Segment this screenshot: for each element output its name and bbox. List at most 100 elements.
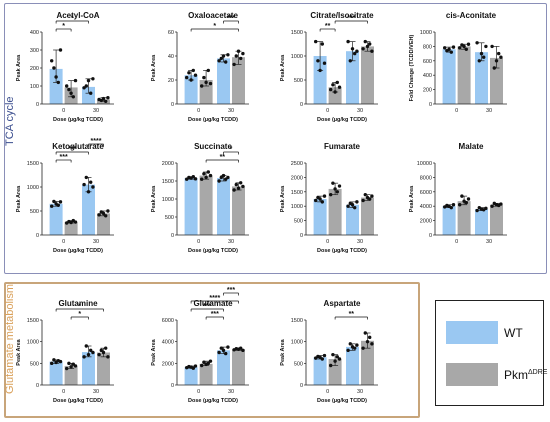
chart-11-bar-wt-0 xyxy=(313,357,327,385)
chart-1-ytick-label-0: 0 xyxy=(36,102,39,108)
chart-2-point-1-0-0 xyxy=(200,84,204,88)
chart-10-point-0-0-3 xyxy=(191,366,195,370)
chart-10-ytick-label-0: 0 xyxy=(171,383,174,389)
chart-10-point-0-1-4 xyxy=(226,345,230,349)
chart-8-point-1-0-1 xyxy=(460,194,464,198)
chart-4-point-1-1-0 xyxy=(490,44,494,49)
chart-7-point-1-0-1 xyxy=(331,181,335,185)
chart-1-point-1-0-0 xyxy=(65,84,69,88)
chart-7-point-0-0-0 xyxy=(314,198,318,203)
chart-7-point-0-1-0 xyxy=(346,204,350,208)
chart-7-bar-wt-0 xyxy=(313,199,327,235)
chart-11-point-1-1-2 xyxy=(365,339,370,344)
chart-4-point-1-1-1 xyxy=(492,66,496,70)
chart-6-point-0-0-3 xyxy=(191,174,195,179)
chart-1-point-0-1-1 xyxy=(84,84,89,88)
chart-11-ytick-label-0: 0 xyxy=(300,383,303,389)
legend-item-wt: WT xyxy=(446,321,523,344)
chart-5-point-1-1-0 xyxy=(97,213,101,217)
chart-2-point-0-1-0 xyxy=(217,59,221,63)
chart-3-point-0-0-2 xyxy=(318,68,322,73)
chart-10-ylabel: Peak Area xyxy=(151,338,157,365)
chart-2-ytick-label-20: 20 xyxy=(168,78,174,84)
chart-2-point-1-0-1 xyxy=(202,75,206,80)
chart-8-bar-ko-0 xyxy=(457,201,471,235)
chart-9-point-0-0-4 xyxy=(58,359,63,364)
chart-4-ylabel: Fold Change (TCDD/VEH) xyxy=(409,35,415,102)
chart-2-ylabel: Peak Area xyxy=(151,54,157,81)
chart-8-point-1-0-0 xyxy=(458,203,462,207)
chart-9-point-0-1-2 xyxy=(86,352,91,357)
chart-6-sig-label-0: ** xyxy=(220,154,226,161)
chart-8-ytick-label-4000: 4000 xyxy=(420,204,432,210)
chart-3-point-0-1-4 xyxy=(355,49,359,53)
chart-1-point-0-1-3 xyxy=(89,91,93,95)
chart-1-ylabel: Peak Area xyxy=(16,54,22,81)
chart-7-ytick-label-0: 0 xyxy=(300,233,303,239)
chart-3-point-0-0-3 xyxy=(320,42,324,46)
chart-10-point-0-1-1 xyxy=(219,346,223,350)
chart-6-ylabel: Peak Area xyxy=(151,185,157,212)
chart-4-bar-ko-30 xyxy=(490,57,503,104)
chart-1-point-1-1-3 xyxy=(104,99,108,104)
chart-3-point-1-0-3 xyxy=(335,80,339,85)
chart-11-ytick-label-1500: 1500 xyxy=(291,318,303,324)
chart-8-bar-wt-0 xyxy=(442,206,456,235)
chart-9-ytick-label-1500: 1500 xyxy=(27,318,39,324)
chart-8-point-1-0-4 xyxy=(466,197,471,201)
chart-11-xtick-label-30: 30 xyxy=(357,389,363,395)
chart-5-xtick-label-0: 0 xyxy=(62,239,65,245)
chart-11-point-1-0-3 xyxy=(335,355,339,359)
chart-3-point-1-1-2 xyxy=(365,44,370,49)
chart-6-point-1-1-4 xyxy=(241,184,245,189)
chart-2-point-0-0-0 xyxy=(185,75,189,80)
chart-7-bar-wt-30 xyxy=(346,204,359,235)
chart-5-bar-wt-0 xyxy=(49,203,63,235)
chart-2-ytick-label-40: 40 xyxy=(168,54,174,60)
chart-10-point-1-1-4 xyxy=(241,348,245,353)
chart-10-xtick-label-0: 0 xyxy=(197,389,200,395)
chart-3-sig-label-0: ** xyxy=(325,23,331,30)
chart-8-ytick-label-6000: 6000 xyxy=(420,190,432,196)
chart-5-point-0-1-4 xyxy=(91,185,95,189)
chart-1-point-0-0-3 xyxy=(56,80,60,85)
chart-9-point-1-0-4 xyxy=(73,364,78,368)
legend-swatch-ko xyxy=(446,363,498,386)
tca-cycle-section xyxy=(4,3,547,274)
chart-3-xtick-label-30: 30 xyxy=(357,108,363,114)
chart-11-ytick-label-1000: 1000 xyxy=(291,340,303,346)
chart-2-point-1-1-3 xyxy=(239,56,243,61)
chart-11-point-1-0-0 xyxy=(329,363,333,368)
chart-4-point-0-1-3 xyxy=(482,55,486,59)
chart-1-xtick-label-30: 30 xyxy=(93,108,99,114)
chart-7-point-0-1-4 xyxy=(355,200,359,204)
chart-2-point-0-1-2 xyxy=(221,54,226,58)
chart-4-point-0-0-2 xyxy=(447,47,451,51)
chart-6-point-1-1-2 xyxy=(236,186,241,190)
chart-6-sig-label-1: * xyxy=(230,146,233,153)
chart-11-point-0-1-0 xyxy=(346,348,350,353)
chart-8-bar-ko-30 xyxy=(490,204,503,235)
chart-8-point-0-1-4 xyxy=(484,206,488,211)
legend: WT PkmΔDRE xyxy=(435,300,547,406)
chart-1-point-1-0-3 xyxy=(71,95,76,99)
chart-3-ytick-label-500: 500 xyxy=(294,78,303,84)
chart-10-sig-label-1: *** xyxy=(203,303,211,310)
chart-2-point-1-0-4 xyxy=(208,81,213,86)
chart-6-ytick-label-1000: 1000 xyxy=(162,197,174,203)
chart-9-ytick-label-500: 500 xyxy=(30,361,39,367)
chart-4-ytick-label-600: 600 xyxy=(423,59,432,65)
chart-6-point-1-1-0 xyxy=(232,188,236,192)
chart-5-point-1-0-2 xyxy=(69,220,73,225)
chart-3-point-0-1-1 xyxy=(348,59,352,63)
chart-4-ytick-label-200: 200 xyxy=(423,88,432,94)
chart-8-xtick-label-30: 30 xyxy=(486,239,492,245)
chart-8-ytick-label-8000: 8000 xyxy=(420,175,432,181)
chart-2-sig-label-1: *** xyxy=(227,15,235,22)
chart-4-bar-ko-0 xyxy=(457,46,471,104)
chart-6-point-1-0-3 xyxy=(206,170,210,174)
chart-5-point-1-0-4 xyxy=(73,220,78,224)
chart-8-ytick-label-0: 0 xyxy=(429,233,432,239)
chart-2-point-1-1-2 xyxy=(236,49,241,53)
chart-11-point-1-0-4 xyxy=(337,357,342,361)
